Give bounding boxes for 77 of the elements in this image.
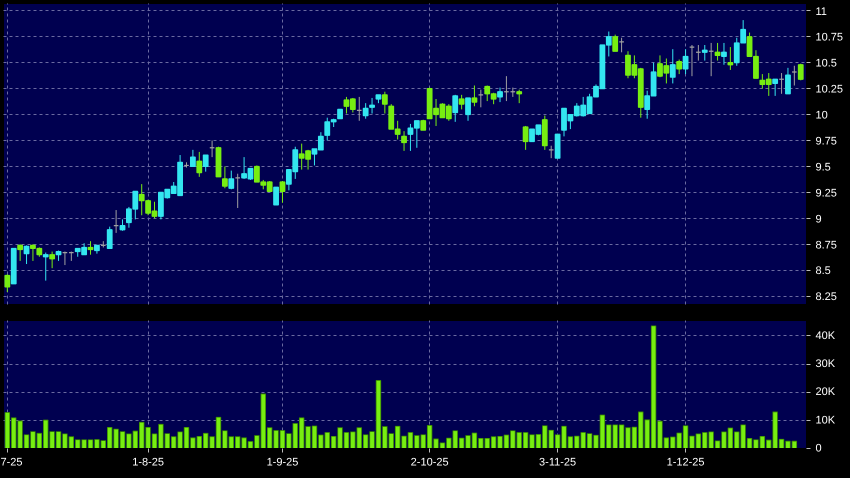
candlestick [714,42,720,62]
x-tick-label: 2-10-25 [410,456,449,468]
candlestick [452,94,458,122]
candlestick [120,218,126,232]
candlestick [49,251,56,269]
candlestick [702,44,708,62]
y-tick-label: 20K [816,386,836,398]
candlestick [721,42,727,66]
candlestick [695,44,702,62]
y-tick-label: 8.5 [816,265,831,278]
candlestick [62,251,68,266]
candlestick [113,210,120,234]
candlestick [516,89,522,104]
y-tick-label: 11 [816,6,827,18]
candlestick [401,130,407,152]
candlestick [522,125,529,150]
y-tick-label: 40K [816,330,836,342]
candlestick [465,97,471,122]
y-tick-label: 9.25 [816,187,837,200]
y-tick-label: 10.25 [816,84,844,96]
candlestick [472,84,478,107]
candlestick [280,180,286,204]
y-tick-label: 9.75 [816,136,837,148]
candlestick [196,151,202,178]
candlestick [548,145,554,159]
candlestick [618,37,624,53]
x-tick-label: 1-8-25 [132,456,164,468]
y-tick-label: 10 [816,110,828,122]
candlestick [497,87,503,103]
x-tick-label: 1-12-25 [666,456,705,468]
candlestick [222,166,228,189]
candlestick [209,140,215,158]
candlestick [88,240,94,256]
candlestick [202,154,209,172]
candlestick [708,42,714,77]
candlestick [273,186,279,206]
y-tick-label: 8.75 [816,239,837,252]
y-tick-label: 8.25 [816,291,837,304]
y-tick-label: 0 [816,442,822,454]
candlestick [727,46,734,70]
y-tick-label: 9 [816,213,822,226]
candlestick [778,72,784,94]
candlestick [612,34,618,52]
candlestick [68,251,74,262]
candlestick [106,226,113,250]
candlestick [689,44,695,77]
candlestick [785,67,791,94]
y-tick-label: 30K [816,358,836,370]
candlestick [42,252,49,282]
y-tick-label: 10.75 [816,32,844,44]
candlestick [504,76,510,102]
candlestick [458,94,465,110]
candlestick [676,59,682,75]
candlestick [682,48,688,75]
candlestick [382,91,388,114]
y-tick-label: 9.5 [816,161,831,174]
candlestick [4,274,10,293]
candlestick [356,96,362,122]
candlestick [420,119,426,131]
candlestick [791,65,798,86]
x-tick-label: 1-9-25 [266,456,298,468]
candlestick [670,48,676,84]
candlestick [478,89,484,108]
x-tick-label: 7-25 [0,456,23,468]
candlestick [17,244,24,262]
candlestick [228,170,234,190]
candlestick [554,134,561,159]
y-tick-label: 10.5 [816,58,837,70]
candlestick [190,149,196,168]
y-tick-label: 10K [816,414,836,426]
candlestick [234,173,241,208]
candlestick [798,63,804,81]
candlestick [56,250,62,262]
x-tick-label: 3-11-25 [539,456,576,468]
candlestick [24,244,30,265]
candlestick [510,87,516,98]
candlestick [772,78,778,96]
